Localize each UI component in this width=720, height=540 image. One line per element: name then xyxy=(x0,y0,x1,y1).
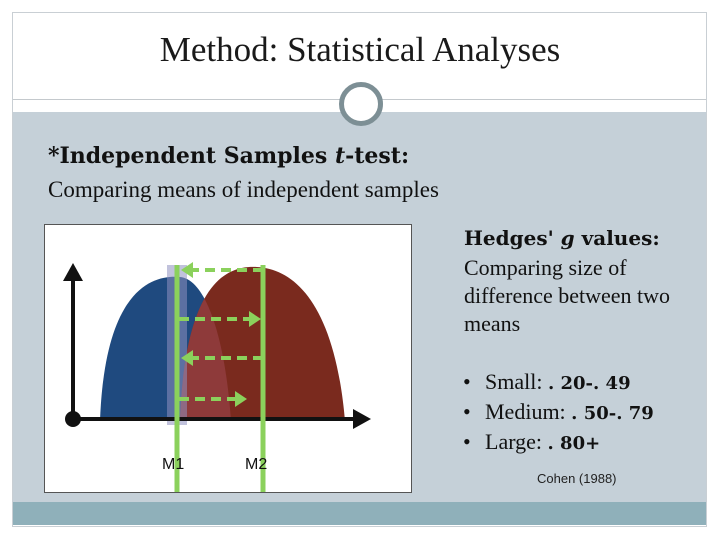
slide-frame xyxy=(12,12,707,527)
citation: Cohen (1988) xyxy=(537,471,617,486)
bullet-value: . 80+ xyxy=(547,433,601,454)
effect-size-list: • Small: . 20-. 49 • Medium: . 50-. 79 • La… xyxy=(463,368,654,458)
bullet-label: Small: xyxy=(485,369,548,394)
arrow-right-icon-2 xyxy=(249,311,261,327)
effect-size-description: Comparing size of difference between two… xyxy=(464,255,671,336)
bullet-value: . 50-. 79 xyxy=(571,403,654,424)
section-heading-prefix: *Independent Samples xyxy=(48,143,335,169)
x-axis-arrowhead-icon xyxy=(353,409,371,429)
m1-label: M1 xyxy=(162,456,184,473)
distribution-diagram: M1 M2 xyxy=(44,224,412,493)
list-item: • Small: . 20-. 49 xyxy=(463,368,654,398)
bullet-label: Medium: xyxy=(485,399,572,424)
slide-title: Method: Statistical Analyses xyxy=(159,30,561,69)
list-item: • Large: . 80+ xyxy=(463,428,654,458)
origin-dot xyxy=(65,411,81,427)
footer-bar xyxy=(13,502,706,525)
section-subtitle: Comparing means of independent samples xyxy=(48,177,439,202)
section-heading-italic: t xyxy=(334,143,346,169)
effect-size-heading: Hedges' g values: xyxy=(464,226,660,250)
effect-size-heading-suffix: values: xyxy=(574,226,660,250)
bullet-value: . 20-. 49 xyxy=(547,373,631,394)
bullet-icon: • xyxy=(463,369,471,394)
arrow-left-icon-3 xyxy=(181,350,193,366)
ring-ornament-icon xyxy=(339,82,383,126)
arrow-left-icon-1 xyxy=(181,262,193,278)
m2-label: M2 xyxy=(245,456,267,473)
arrow-right-icon-4 xyxy=(235,391,247,407)
bullet-label: Large: xyxy=(485,429,548,454)
section-heading-suffix: -test: xyxy=(345,143,410,169)
distribution-diagram-svg: M1 M2 xyxy=(63,262,371,492)
effect-size-heading-prefix: Hedges' xyxy=(464,226,561,250)
list-item: • Medium: . 50-. 79 xyxy=(463,398,654,428)
y-axis-arrowhead-icon xyxy=(63,263,83,281)
bullet-icon: • xyxy=(463,399,471,424)
section-heading: *Independent Samples t-test: xyxy=(48,143,409,169)
bullet-icon: • xyxy=(463,429,471,454)
effect-size-heading-italic: g xyxy=(560,226,575,250)
